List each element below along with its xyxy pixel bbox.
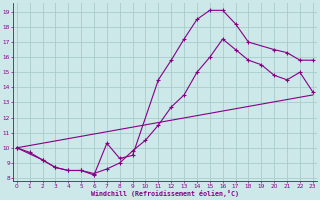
X-axis label: Windchill (Refroidissement éolien,°C): Windchill (Refroidissement éolien,°C) xyxy=(91,190,239,197)
